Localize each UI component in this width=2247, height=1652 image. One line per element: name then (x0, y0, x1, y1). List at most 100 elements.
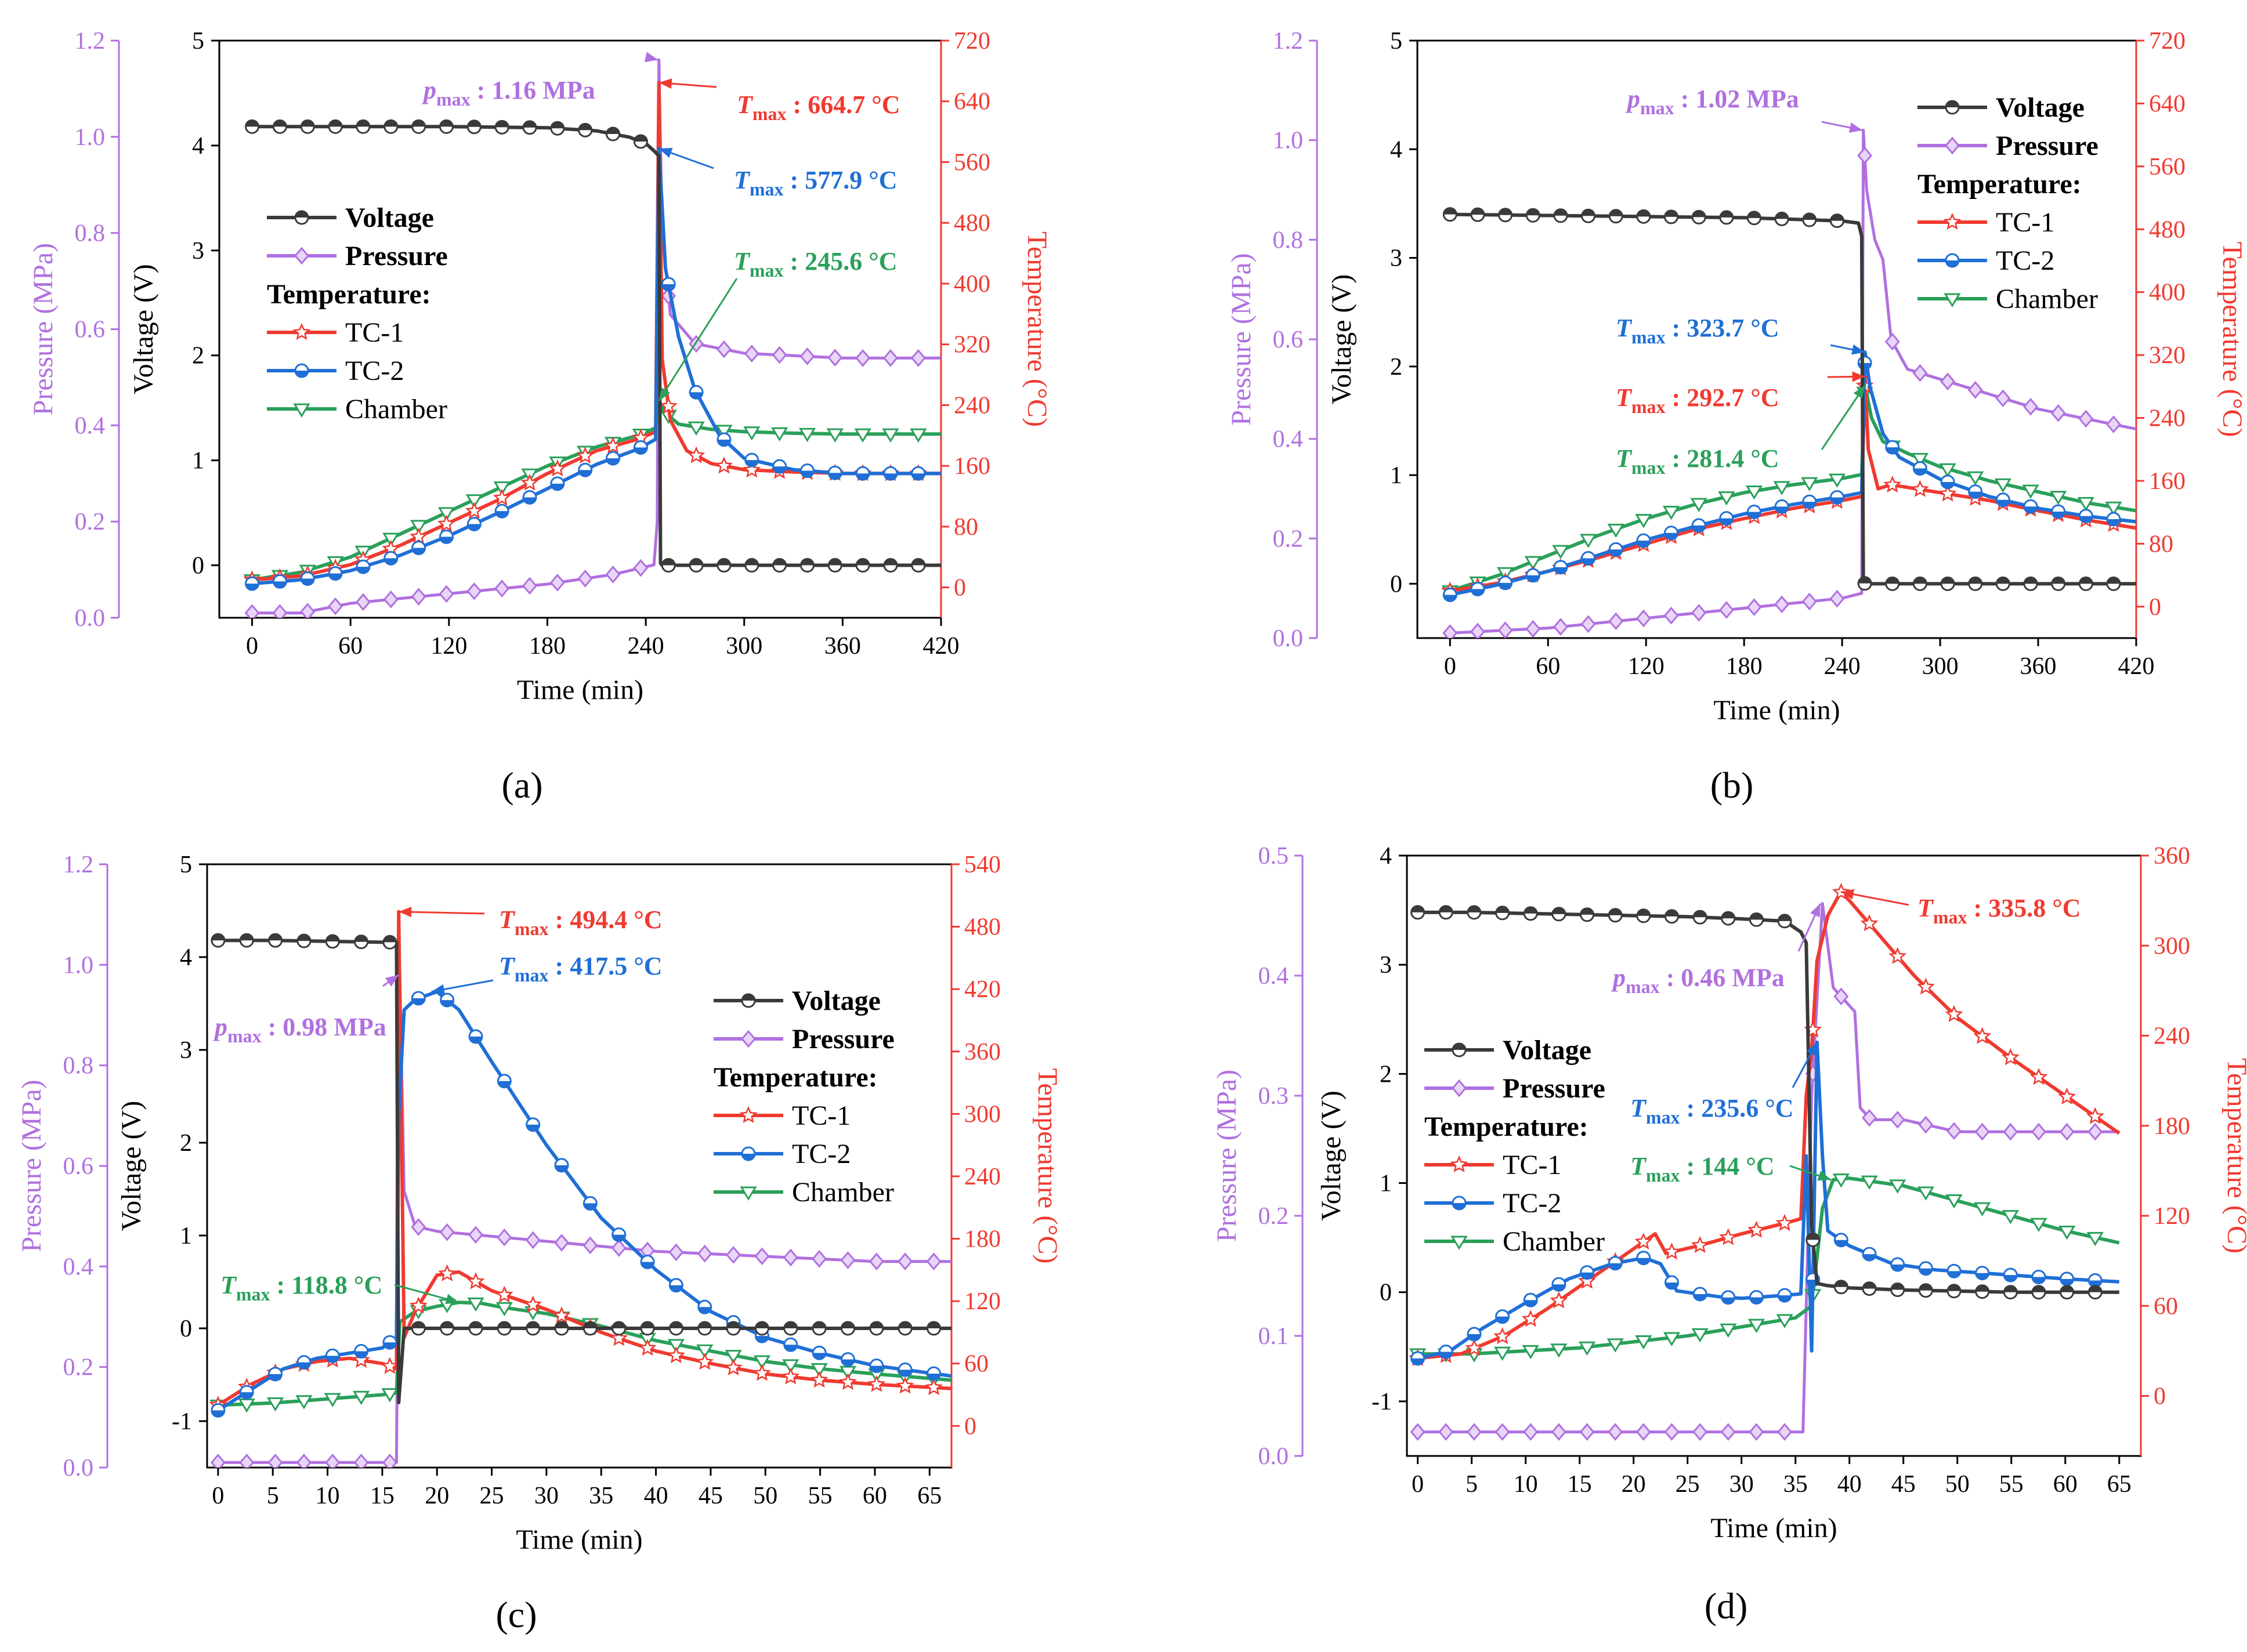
chamber-marker (1917, 1186, 1935, 1201)
tc2-marker-half (240, 1392, 254, 1399)
tc2-marker-half (884, 473, 898, 480)
tc2-marker-half (662, 284, 675, 291)
voltage-marker-half (1439, 905, 1453, 912)
voltage-marker-half (1863, 1282, 1876, 1289)
annotation-value: : 235.6 °C (1680, 1094, 1794, 1122)
temperature-tick-label: 560 (2149, 154, 2186, 180)
chamber-marker (1828, 473, 1846, 488)
pressure-marker (716, 340, 732, 358)
voltage-marker-half (870, 1322, 883, 1328)
temperature-tick-label: 540 (964, 852, 1001, 878)
tc2-marker-half (2051, 511, 2065, 518)
annotation-tmax_tc1: Tmax : 494.4 °C (399, 905, 663, 939)
annotation-subscript: max (515, 918, 549, 939)
voltage-marker-half (606, 128, 620, 135)
chamber-marker (293, 403, 310, 418)
pressure-marker (1746, 598, 1762, 617)
annotation-subscript: max (1933, 907, 1967, 928)
voltage-tick-label: 3 (1390, 245, 1402, 272)
tc1-marker (715, 457, 733, 474)
temperature-axis-title: Temperature (°C) (1022, 231, 1052, 427)
pressure-marker (1974, 1122, 1990, 1141)
annotation-subscript: max (750, 179, 784, 200)
voltage-tick-label: 2 (180, 1130, 192, 1157)
pressure-marker (1663, 606, 1679, 625)
chamber-marker (1889, 1179, 1906, 1194)
tc1-marker (1747, 1220, 1765, 1238)
tc2-marker-half (742, 1154, 755, 1160)
voltage-marker-half (745, 559, 758, 566)
voltage-marker-half (354, 935, 368, 942)
chamber-marker (352, 1390, 370, 1405)
pressure-tick-label: 0.8 (1273, 227, 1304, 253)
x-tick-label: 300 (726, 633, 762, 660)
voltage-marker-half (1665, 210, 1678, 217)
pressure-marker (296, 1454, 312, 1468)
tc1-marker (493, 488, 511, 506)
pressure-marker (1777, 1423, 1793, 1441)
annotation-text-tmax_tc1: Tmax : 494.4 °C (499, 905, 663, 939)
pressure-marker (1466, 1423, 1482, 1441)
panel-label: (d) (1705, 1585, 1748, 1626)
pressure-marker (411, 1218, 426, 1236)
tc1-marker (696, 1353, 714, 1370)
x-tick-label: 420 (923, 633, 960, 660)
pressure-marker (1749, 1423, 1764, 1441)
x-tick-label: 180 (529, 633, 566, 660)
tc2-marker-half (412, 548, 425, 555)
voltage-tick-label: 3 (180, 1037, 192, 1064)
voltage-marker-half (1552, 907, 1565, 914)
pressure-marker (355, 593, 371, 611)
voltage-marker-half (1778, 914, 1792, 921)
x-tick-label: 360 (2020, 653, 2057, 680)
tc1-marker (1888, 947, 1907, 964)
tc1-marker (896, 1376, 914, 1394)
x-tick-label: 40 (1837, 1471, 1862, 1498)
voltage-tick-label: 0 (180, 1316, 192, 1342)
tc1-marker (292, 323, 311, 340)
voltage-marker-half (326, 934, 339, 941)
annotation-value: : 323.7 °C (1666, 314, 1779, 342)
pressure-marker (1553, 618, 1568, 636)
annotation-pmax: pmax : 1.02 MPa (1625, 85, 1863, 133)
pressure-marker (1580, 615, 1596, 633)
annotation-subscript: max (1631, 396, 1666, 417)
annotation-text-pmax: pmax : 0.46 MPa (1611, 963, 1785, 997)
pressure-marker (1495, 1423, 1510, 1441)
tc1-marker (1860, 914, 1879, 932)
tc1-marker (2029, 1068, 2048, 1085)
tc2-marker-half (1580, 1272, 1594, 1279)
annotation-symbol: T (1616, 444, 1633, 473)
voltage-marker-half (2032, 1285, 2045, 1292)
voltage-tick-label: 0 (1380, 1280, 1392, 1306)
x-tick-label: 240 (1824, 653, 1861, 680)
tc2-marker-half (383, 1342, 396, 1349)
temperature-tick-label: 60 (964, 1351, 989, 1378)
tc2-marker-half (2024, 506, 2038, 513)
pressure-tick-label: 0.6 (75, 317, 106, 343)
tc2-marker-half (1750, 1297, 1763, 1304)
chamber-marker (770, 427, 788, 442)
annotation-text-tmax_tc1: Tmax : 335.8 °C (1917, 894, 2081, 928)
chamber-marker (667, 1339, 685, 1353)
pressure-tick-label: 1.2 (75, 28, 106, 55)
x-tick-label: 50 (1945, 1471, 1970, 1498)
pressure-marker (267, 1454, 283, 1468)
voltage-tick-label: 1 (180, 1223, 192, 1249)
chamber-marker (2077, 497, 2095, 512)
tc2-marker-half (412, 998, 425, 1005)
tc2-marker-half (1778, 1295, 1792, 1302)
chamber-marker (1718, 491, 1735, 506)
voltage-marker-half (690, 559, 703, 566)
annotation-tmax_tc2: Tmax : 577.9 °C (658, 147, 898, 200)
chamber-marker (743, 426, 761, 441)
tc2-marker-half (773, 466, 786, 473)
pressure-marker (239, 1454, 255, 1468)
annotation-arrow-tmax_chamber (1821, 385, 1866, 450)
voltage-marker-half (1803, 213, 1816, 220)
tc2-marker-half (1863, 1254, 1876, 1261)
annotation-tmax_tc2: Tmax : 417.5 °C (431, 952, 663, 995)
voltage-marker-half (2107, 577, 2121, 584)
pressure-marker (2003, 1122, 2018, 1141)
annotation-arrowhead-pmax (385, 974, 399, 987)
